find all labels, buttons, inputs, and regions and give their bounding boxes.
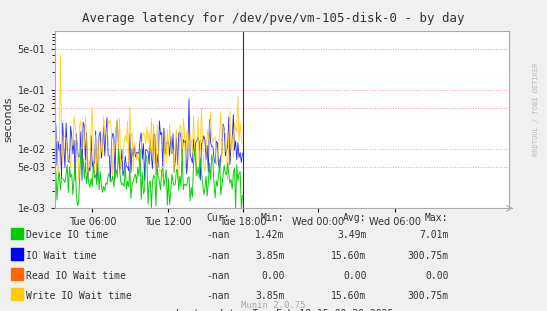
- Text: Munin 2.0.75: Munin 2.0.75: [241, 301, 306, 310]
- Text: Avg:: Avg:: [343, 213, 366, 223]
- Text: -nan: -nan: [206, 230, 230, 240]
- Text: 7.01m: 7.01m: [419, 230, 449, 240]
- Text: 3.85m: 3.85m: [255, 291, 284, 301]
- Text: 15.60m: 15.60m: [331, 251, 366, 261]
- Text: Average latency for /dev/pve/vm-105-disk-0 - by day: Average latency for /dev/pve/vm-105-disk…: [82, 12, 465, 26]
- Text: 0.00: 0.00: [425, 271, 449, 281]
- Text: 300.75m: 300.75m: [408, 251, 449, 261]
- Text: 300.75m: 300.75m: [408, 291, 449, 301]
- Text: -nan: -nan: [206, 251, 230, 261]
- Text: -nan: -nan: [206, 271, 230, 281]
- Text: Device IO time: Device IO time: [26, 230, 108, 240]
- Text: Write IO Wait time: Write IO Wait time: [26, 291, 132, 301]
- Text: Min:: Min:: [261, 213, 284, 223]
- Text: 3.49m: 3.49m: [337, 230, 366, 240]
- Text: RRDTOOL / TOBI OETIKER: RRDTOOL / TOBI OETIKER: [533, 62, 539, 156]
- Text: IO Wait time: IO Wait time: [26, 251, 97, 261]
- Text: Cur:: Cur:: [206, 213, 230, 223]
- Text: 0.00: 0.00: [343, 271, 366, 281]
- Text: -nan: -nan: [206, 291, 230, 301]
- Text: Read IO Wait time: Read IO Wait time: [26, 271, 126, 281]
- Y-axis label: seconds: seconds: [3, 97, 13, 142]
- Text: Last update: Tue Feb 18 15:00:20 2025: Last update: Tue Feb 18 15:00:20 2025: [176, 309, 393, 311]
- Text: 3.85m: 3.85m: [255, 251, 284, 261]
- Text: 0.00: 0.00: [261, 271, 284, 281]
- Text: Max:: Max:: [425, 213, 449, 223]
- Text: 1.42m: 1.42m: [255, 230, 284, 240]
- Text: 15.60m: 15.60m: [331, 291, 366, 301]
